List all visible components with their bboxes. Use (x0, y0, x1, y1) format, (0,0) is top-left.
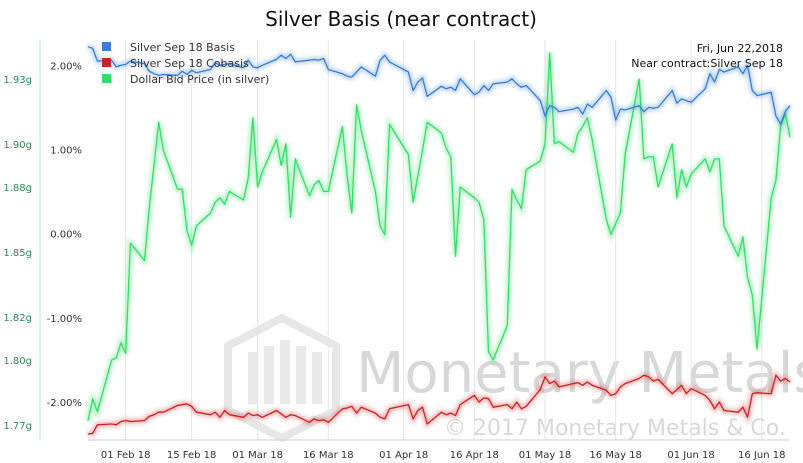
chart-title: Silver Basis (near contract) (265, 7, 537, 31)
left-tick-label: 1.77g (3, 421, 32, 432)
series-line-silver-sep-18-basis[interactable] (87, 46, 791, 125)
legend-swatch-cobasis (102, 58, 111, 67)
vertical-grid (125, 40, 763, 440)
right-axis: 2.00% 1.00% 0.00% -1.00% -2.00% (47, 61, 82, 409)
info-near-contract: Near contract:Silver Sep 18 (631, 57, 783, 70)
left-axis: 1.93g 1.90g 1.88g 1.85g 1.82g 1.80g 1.77g (3, 40, 41, 440)
watermark-brand: Monetary Metals (356, 341, 803, 406)
left-tick-label: 1.93g (3, 75, 32, 86)
series-lines (85, 44, 793, 437)
legend-swatch-basis (102, 42, 111, 51)
left-tick-label: 1.88g (3, 183, 32, 194)
left-tick-label: 1.80g (3, 356, 32, 367)
x-tick-label: 01 Apr 18 (379, 450, 428, 461)
legend: Silver Sep 18 Basis Silver Sep 18 Cobasi… (102, 41, 269, 86)
x-tick-label: 16 May 18 (589, 450, 641, 461)
x-tick-label: 16 Jun 18 (738, 450, 785, 461)
x-tick-label: 01 Feb 18 (101, 450, 151, 461)
legend-label-dollar-bid: Dollar Bid Price (in silver) (130, 73, 269, 86)
right-tick-label: 1.00% (50, 145, 82, 156)
x-axis: 01 Feb 18 15 Feb 18 01 Mar 18 16 Mar 18 01 A… (88, 439, 790, 461)
right-tick-label: 0.00% (50, 230, 82, 241)
x-tick-label: 16 Apr 18 (450, 450, 499, 461)
right-tick-label: 2.00% (50, 61, 82, 72)
legend-label-basis: Silver Sep 18 Basis (130, 41, 235, 54)
left-tick-label: 1.90g (3, 140, 32, 151)
x-tick-label: 01 Mar 18 (232, 450, 283, 461)
x-tick-label: 01 May 18 (519, 450, 571, 461)
watermark-logo-icon (224, 313, 340, 443)
x-tick-label: 01 Jun 18 (667, 450, 714, 461)
series-line-dollar-bid-price-in-silver[interactable] (87, 52, 791, 421)
left-tick-label: 1.82g (3, 313, 32, 324)
watermark-copyright: © 2017 Monetary Metals & Co. (444, 416, 786, 441)
series-line-silver-sep-18-cobasis[interactable] (87, 374, 791, 435)
info-date: Fri, Jun 22,2018 (697, 42, 783, 55)
legend-swatch-dollar-bid (102, 74, 111, 83)
legend-label-cobasis: Silver Sep 18 Cobasis (130, 57, 249, 70)
right-tick-label: -1.00% (47, 314, 82, 325)
legend-entry-cobasis[interactable]: Silver Sep 18 Cobasis (102, 57, 249, 70)
x-tick-label: 16 Mar 18 (303, 450, 354, 461)
right-tick-label: -2.00% (47, 398, 82, 409)
legend-entry-dollar-bid[interactable]: Dollar Bid Price (in silver) (102, 73, 269, 86)
x-tick-label: 15 Feb 18 (167, 450, 217, 461)
legend-entry-basis[interactable]: Silver Sep 18 Basis (102, 41, 235, 54)
watermark: Monetary Metals © 2017 Monetary Metals &… (224, 313, 803, 443)
left-tick-label: 1.85g (3, 248, 32, 259)
